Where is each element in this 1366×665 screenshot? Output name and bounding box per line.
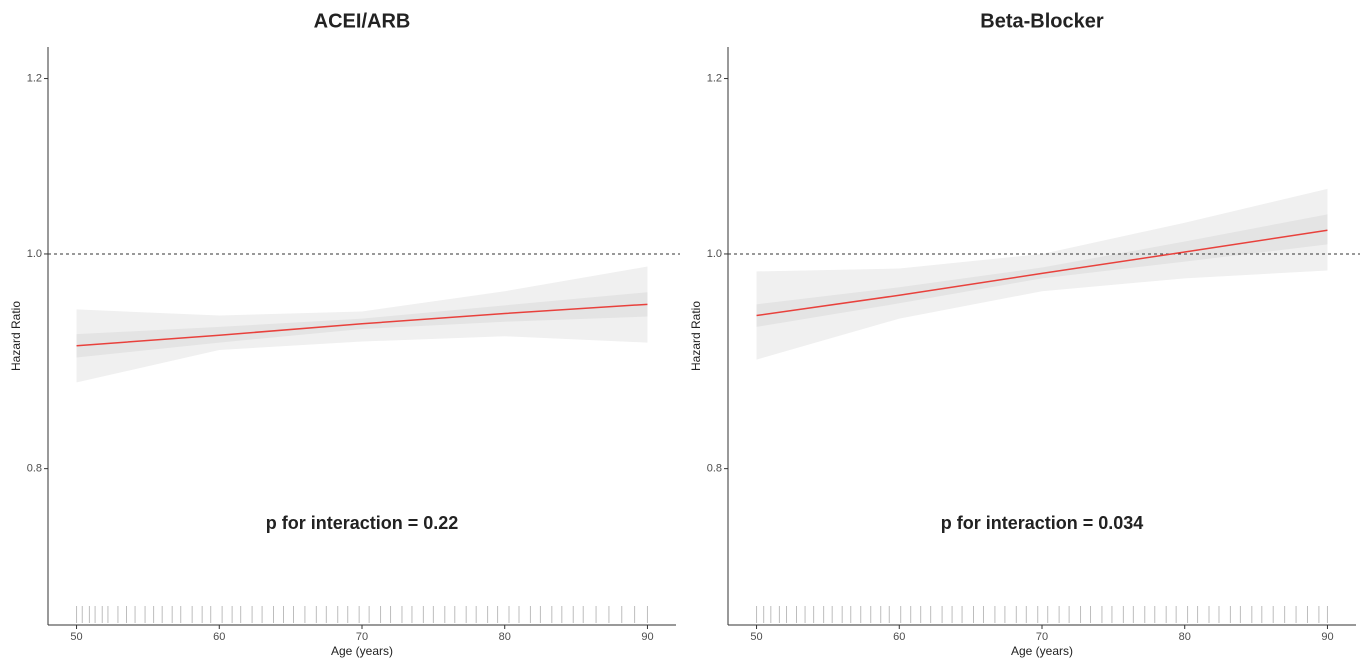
- panel: ACEI/ARB 0.8 1.0 1.2 50 60 70 80 90 Age (years) Ha…: [9, 10, 680, 658]
- x-tick-label: 70: [356, 631, 368, 643]
- panel: Beta-Blocker 0.8 1.0 1.2 50 60 70 80 90 Age (year…: [689, 10, 1360, 658]
- x-tick-label: 50: [70, 631, 82, 643]
- chart-title: ACEI/ARB: [314, 10, 411, 32]
- y-tick-label: 0.8: [707, 463, 722, 475]
- x-axis-title: Age (years): [1011, 644, 1073, 658]
- confidence-band: [756, 214, 1328, 327]
- x-tick-label: 60: [213, 631, 225, 643]
- hr-line: [76, 303, 648, 347]
- y-axis-title: Hazard Ratio: [689, 301, 703, 371]
- x-tick-label: 70: [1036, 631, 1048, 643]
- x-tick-label: 80: [499, 631, 511, 643]
- y-axis-title: Hazard Ratio: [9, 301, 23, 371]
- x-tick-label: 50: [750, 631, 762, 643]
- annotation: p for interaction = 0.22: [266, 513, 459, 533]
- y-tick-label: 1.0: [707, 248, 722, 260]
- x-tick-label: 90: [1321, 631, 1333, 643]
- chart-title: Beta-Blocker: [980, 10, 1104, 32]
- hr-line: [756, 229, 1328, 317]
- y-tick-label: 1.2: [27, 72, 42, 84]
- x-tick-label: 90: [641, 631, 653, 643]
- x-tick-label: 60: [893, 631, 905, 643]
- y-tick-label: 0.8: [27, 463, 42, 475]
- x-axis-title: Age (years): [331, 644, 393, 658]
- confidence-band: [76, 292, 648, 358]
- x-tick-label: 80: [1179, 631, 1191, 643]
- annotation: p for interaction = 0.034: [941, 513, 1144, 533]
- y-tick-label: 1.2: [707, 72, 722, 84]
- y-tick-label: 1.0: [27, 248, 42, 260]
